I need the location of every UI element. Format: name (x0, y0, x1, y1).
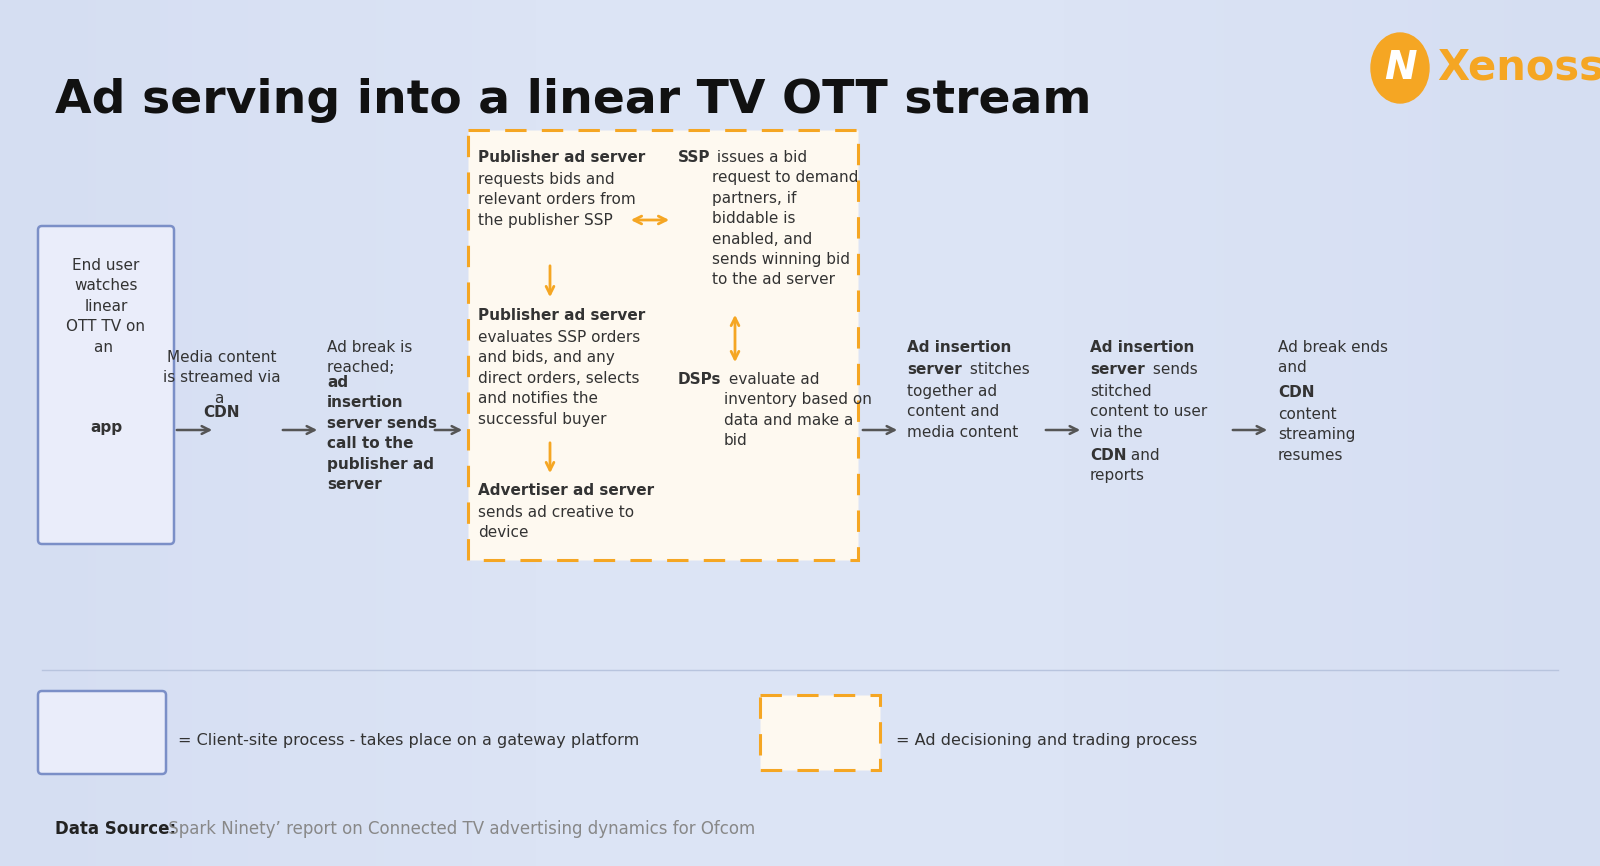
Text: Ad insertion: Ad insertion (1090, 340, 1194, 355)
Text: CDN: CDN (203, 405, 240, 420)
Text: N: N (1384, 49, 1416, 87)
Text: = Ad decisioning and trading process: = Ad decisioning and trading process (896, 733, 1197, 747)
Text: sends: sends (1149, 362, 1198, 377)
Text: Data Source:: Data Source: (54, 820, 176, 838)
Ellipse shape (1371, 33, 1429, 103)
Text: Publisher ad server: Publisher ad server (478, 308, 645, 323)
Text: server: server (907, 362, 962, 377)
Text: reports: reports (1090, 468, 1146, 483)
FancyBboxPatch shape (38, 691, 166, 774)
Text: stitched
content to user
via the: stitched content to user via the (1090, 384, 1208, 440)
Text: End user
watches
linear
OTT TV on
an: End user watches linear OTT TV on an (67, 258, 146, 354)
Text: sends ad creative to
device: sends ad creative to device (478, 505, 634, 540)
Text: and: and (1126, 448, 1160, 463)
Text: app: app (90, 420, 122, 435)
Text: CDN: CDN (1090, 448, 1126, 463)
Text: DSPs: DSPs (678, 372, 722, 387)
Text: Ad break ends
and: Ad break ends and (1278, 340, 1389, 375)
Text: ad
insertion
server sends
call to the
publisher ad
server: ad insertion server sends call to the pu… (326, 375, 437, 492)
Text: Xenoss: Xenoss (1437, 47, 1600, 89)
Text: together ad
content and
media content: together ad content and media content (907, 384, 1018, 440)
Text: Spark Ninety’ report on Connected TV advertising dynamics for Ofcom: Spark Ninety’ report on Connected TV adv… (163, 820, 755, 838)
Text: Advertiser ad server: Advertiser ad server (478, 483, 654, 498)
Text: = Client-site process - takes place on a gateway platform: = Client-site process - takes place on a… (178, 733, 640, 747)
FancyBboxPatch shape (760, 695, 880, 770)
Text: evaluate ad
inventory based on
data and make a
bid: evaluate ad inventory based on data and … (723, 372, 872, 449)
Text: server: server (1090, 362, 1144, 377)
Text: requests bids and
relevant orders from
the publisher SSP: requests bids and relevant orders from t… (478, 172, 635, 228)
Text: content
streaming
resumes: content streaming resumes (1278, 407, 1355, 462)
Text: SSP: SSP (678, 150, 710, 165)
Text: CDN: CDN (1278, 385, 1315, 400)
Text: Media content
is streamed via
a: Media content is streamed via a (163, 350, 282, 406)
Text: Publisher ad server: Publisher ad server (478, 150, 645, 165)
Text: Ad break is
reached;: Ad break is reached; (326, 340, 413, 375)
Text: issues a bid
request to demand
partners, if
biddable is
enabled, and
sends winni: issues a bid request to demand partners,… (712, 150, 858, 288)
Text: stitches: stitches (965, 362, 1030, 377)
FancyBboxPatch shape (38, 226, 174, 544)
Text: Ad serving into a linear TV OTT stream: Ad serving into a linear TV OTT stream (54, 78, 1091, 123)
Text: Ad insertion: Ad insertion (907, 340, 1011, 355)
Text: evaluates SSP orders
and bids, and any
direct orders, selects
and notifies the
s: evaluates SSP orders and bids, and any d… (478, 330, 640, 427)
FancyBboxPatch shape (467, 130, 858, 560)
